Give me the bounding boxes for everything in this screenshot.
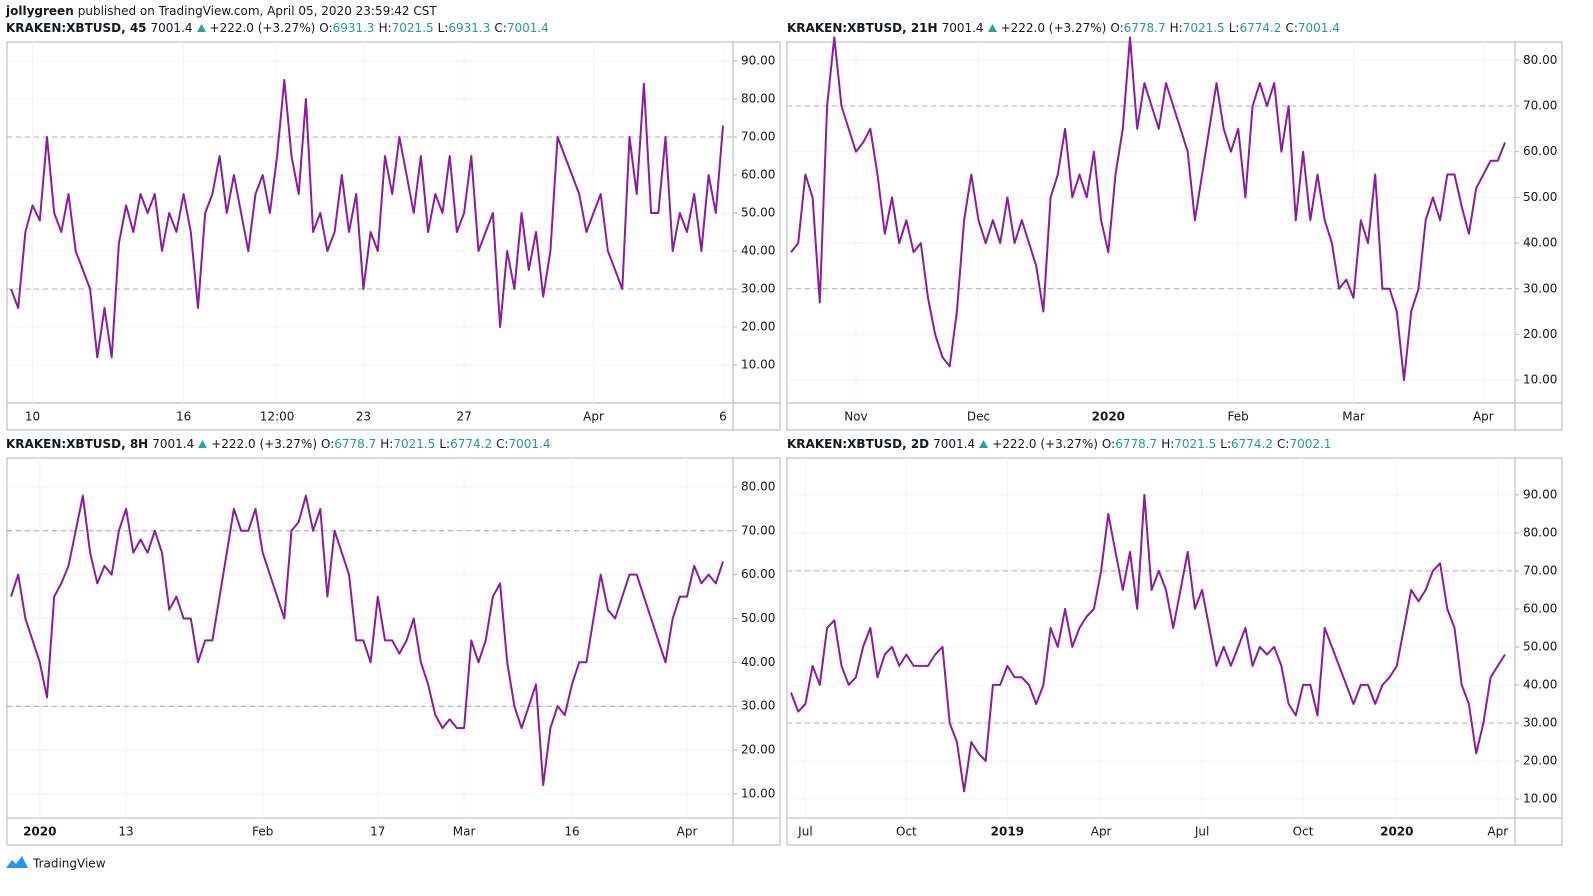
x-tick-label: Feb [252,825,273,839]
rsi-line [11,80,723,357]
y-tick-label: 10.00 [1523,373,1557,387]
x-tick-label: 2020 [23,825,56,839]
y-tick-label: 60.00 [741,567,775,581]
y-tick-label: 60.00 [1523,601,1557,615]
x-tick-label: 10 [25,410,40,424]
y-tick-label: 80.00 [1523,53,1557,67]
x-tick-label: Oct [896,825,917,839]
x-tick-label: Jul [1194,825,1209,839]
x-tick-label: Dec [967,410,990,424]
y-tick-label: 60.00 [1523,144,1557,158]
y-tick-label: 90.00 [1523,487,1557,501]
y-tick-label: 30.00 [1523,281,1557,295]
x-tick-label: 16 [176,410,191,424]
y-tick-label: 80.00 [1523,525,1557,539]
y-tick-label: 40.00 [741,244,775,258]
y-tick-label: 50.00 [1523,190,1557,204]
y-tick-label: 30.00 [741,699,775,713]
brand: TradingView [32,857,106,871]
y-tick-label: 70.00 [741,523,775,537]
y-tick-label: 20.00 [1523,327,1557,341]
y-tick-label: 70.00 [741,130,775,144]
y-tick-label: 80.00 [741,479,775,493]
y-tick-label: 40.00 [1523,677,1557,691]
charts: TradingView 10.00 20.00 30.00 40.00 50.00 60.… [0,0,1593,896]
x-tick-label: Oct [1293,825,1314,839]
x-tick-label: 2020 [1380,825,1413,839]
y-tick-label: 20.00 [741,320,775,334]
x-tick-label: Apr [1473,410,1494,424]
x-tick-label: Apr [1091,825,1112,839]
page: jollygreen published on TradingView.com,… [0,0,1593,896]
y-tick-label: 70.00 [1523,98,1557,112]
y-tick-label: 40.00 [1523,236,1557,250]
y-tick-label: 30.00 [741,282,775,296]
x-tick-label: 2020 [1092,410,1125,424]
y-tick-label: 70.00 [1523,563,1557,577]
y-tick-label: 20.00 [1523,753,1557,767]
rsi-line [11,496,723,785]
x-tick-label: Feb [1228,410,1249,424]
tradingview-logo [6,856,28,868]
x-tick-label: Mar [453,825,476,839]
x-tick-label: Mar [1342,410,1365,424]
y-tick-label: 90.00 [741,54,775,68]
chart-panel: 10.00 20.00 30.00 40.00 50.00 60.00 70.00 80.00… [7,458,780,845]
rsi-line [791,37,1505,380]
x-tick-label: Apr [677,825,698,839]
chart-panel: 10.00 20.00 30.00 40.00 50.00 60.00 70.00 80.00… [787,37,1562,430]
panel-frame [787,42,1562,430]
x-tick-label: Nov [844,410,867,424]
x-tick-label: Apr [583,410,604,424]
y-tick-label: 50.00 [741,206,775,220]
x-tick-label: Apr [1487,825,1508,839]
y-tick-label: 30.00 [1523,715,1557,729]
y-tick-label: 10.00 [1523,791,1557,805]
y-tick-label: 60.00 [741,168,775,182]
y-tick-label: 20.00 [741,743,775,757]
y-tick-label: 10.00 [741,786,775,800]
x-tick-label: 13 [118,825,133,839]
rsi-line [791,495,1505,792]
panel-frame [7,42,780,430]
x-tick-label: 2019 [991,825,1024,839]
x-tick-label: 12:00 [260,410,295,424]
x-tick-label: Jul [797,825,812,839]
x-tick-label: 16 [564,825,579,839]
y-tick-label: 40.00 [741,655,775,669]
x-tick-label: 27 [456,410,471,424]
y-tick-label: 80.00 [741,92,775,106]
chart-panel: 10.00 20.00 30.00 40.00 50.00 60.00 70.00 80.00… [787,458,1562,845]
chart-panel: 10.00 20.00 30.00 40.00 50.00 60.00 70.00 80.00… [7,42,780,430]
y-tick-label: 50.00 [741,611,775,625]
x-tick-label: 23 [356,410,371,424]
x-tick-label: 17 [370,825,385,839]
panel-frame [787,458,1562,845]
x-tick-label: 6 [719,410,727,424]
y-tick-label: 50.00 [1523,639,1557,653]
y-tick-label: 10.00 [741,358,775,372]
